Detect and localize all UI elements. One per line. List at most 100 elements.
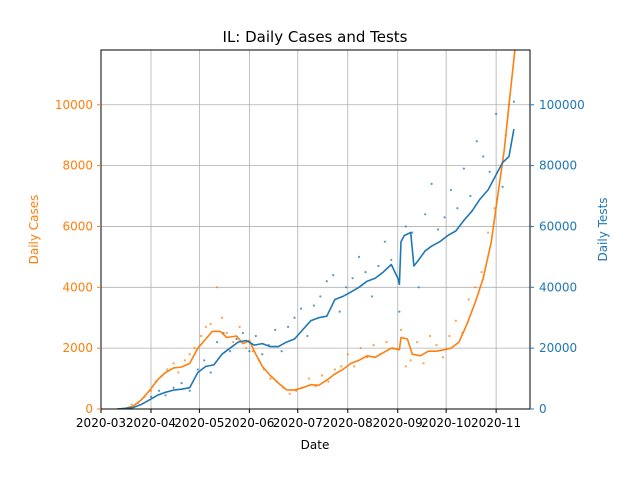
daily-cases-point [428, 334, 432, 338]
daily-tests-point [306, 334, 309, 338]
daily-cases-point [327, 380, 330, 383]
daily-cases-point [353, 365, 356, 368]
daily-cases-point [269, 377, 272, 380]
daily-cases-point [346, 353, 349, 356]
daily-tests-point [216, 340, 219, 344]
daily-cases-point [467, 298, 470, 301]
daily-tests-point [319, 295, 322, 298]
daily-tests-point [332, 274, 335, 277]
daily-tests-point [274, 328, 277, 331]
daily-cases-point [441, 356, 445, 359]
x-tick-label: 2020-06 [224, 416, 274, 430]
daily-tests-point [299, 307, 303, 310]
daily-tests-point [338, 310, 341, 313]
daily-cases-point [232, 340, 235, 344]
daily-cases-line [117, 50, 516, 409]
daily-cases-point [220, 316, 224, 319]
y-right-tick-label: 40000 [539, 280, 577, 294]
daily-cases-point [288, 392, 291, 395]
daily-tests-point [203, 359, 206, 362]
daily-tests-point [462, 167, 465, 170]
x-tick-label: 2020-07 [273, 416, 323, 430]
daily-cases-point [409, 359, 412, 362]
daily-tests-point [482, 155, 485, 158]
y-left-tick-label: 10000 [55, 98, 93, 112]
y-right-tick-label: 0 [539, 402, 547, 416]
daily-tests-point [383, 240, 386, 243]
daily-cases-point [225, 331, 228, 335]
daily-cases-point [372, 344, 375, 347]
daily-tests-point [164, 394, 167, 397]
y-axis-right-label: Daily Tests [596, 197, 610, 261]
daily-cases-point [435, 344, 438, 347]
daily-cases-point [474, 286, 477, 289]
daily-tests-point [512, 100, 515, 103]
daily-tests-point [188, 389, 191, 392]
daily-tests-point [430, 182, 433, 185]
daily-tests-point [495, 112, 498, 115]
daily-tests-point [312, 304, 315, 307]
daily-cases-point [199, 334, 203, 338]
daily-tests-point [475, 140, 478, 143]
daily-cases-point [340, 365, 343, 368]
daily-tests-point [377, 264, 380, 268]
daily-tests-point [370, 295, 374, 298]
x-tick-label: 2020-09 [373, 416, 423, 430]
daily-tests-point [209, 371, 212, 374]
daily-tests-point [149, 395, 153, 398]
daily-cases-point [193, 347, 196, 350]
daily-cases-point [307, 377, 311, 380]
daily-tests-point [345, 286, 348, 289]
daily-tests-point [241, 331, 245, 335]
daily-cases-point [486, 231, 490, 234]
x-tick-label: 2020-08 [323, 416, 373, 430]
y-right-tick-label: 100000 [539, 98, 585, 112]
daily-tests-point [235, 337, 238, 341]
daily-tests-point [424, 213, 427, 216]
daily-tests-point [456, 207, 459, 210]
daily-cases-point [493, 207, 496, 210]
y-left-tick-label: 4000 [62, 280, 93, 294]
daily-cases-point [204, 325, 207, 328]
daily-tests-point [436, 228, 440, 231]
daily-cases-point [216, 286, 219, 289]
daily-cases-point [320, 374, 324, 377]
x-tick-label: 2020-03 [76, 416, 126, 430]
chart-title: IL: Daily Cases and Tests [223, 28, 408, 46]
daily-cases-point [333, 368, 336, 371]
daily-tests-point [488, 170, 491, 173]
daily-cases-point [385, 340, 388, 344]
y-left-tick-label: 6000 [62, 219, 93, 233]
daily-cases-point [177, 371, 180, 374]
daily-tests-point [351, 277, 354, 280]
series-lines [117, 50, 516, 409]
daily-tests-point [417, 286, 420, 289]
daily-cases-point [359, 347, 362, 350]
daily-tests-point [398, 310, 401, 313]
daily-tests-point [443, 216, 446, 219]
daily-tests-point [411, 231, 414, 234]
daily-cases-point [209, 322, 212, 325]
daily-cases-point [454, 319, 457, 322]
x-tick-label: 2020-04 [126, 416, 176, 430]
daily-tests-point [293, 316, 296, 319]
daily-tests-point [157, 389, 161, 392]
y-right-tick-label: 60000 [539, 219, 577, 233]
x-axis-label: Date [301, 438, 330, 452]
x-tick-label: 2020-11 [471, 416, 521, 430]
daily-cases-point [251, 350, 254, 353]
daily-cases-point [172, 362, 175, 365]
daily-tests-point [196, 368, 199, 371]
daily-cases-point [130, 403, 133, 406]
daily-tests-point [469, 194, 472, 198]
daily-tests-point [390, 258, 393, 262]
daily-cases-point [183, 359, 186, 362]
daily-cases-point [166, 368, 169, 371]
daily-cases-point [422, 362, 425, 365]
y-left-tick-label: 8000 [62, 159, 93, 173]
daily-cases-point [416, 340, 419, 344]
y-axis-left-label: Daily Cases [27, 195, 41, 265]
